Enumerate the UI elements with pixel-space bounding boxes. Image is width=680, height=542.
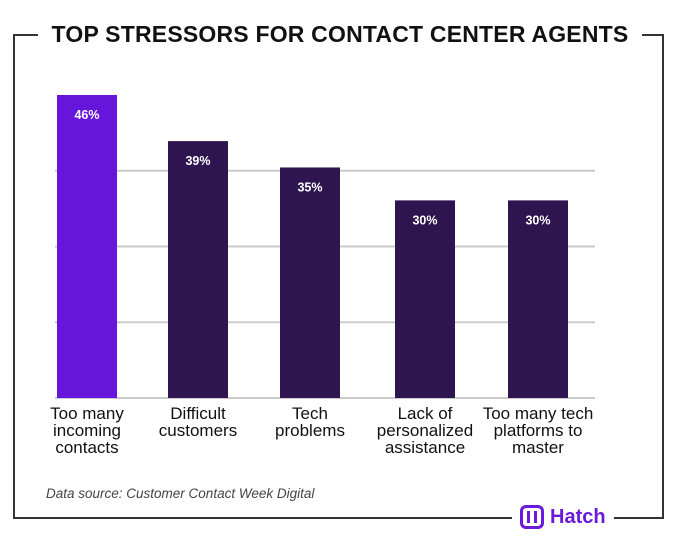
hatch-logo: Hatch [512, 505, 614, 529]
x-tick-label: Lack of personalized assistance [376, 404, 474, 457]
data-label: 39% [185, 154, 210, 168]
bar [168, 141, 228, 398]
bar [395, 200, 455, 398]
brand-name: Hatch [550, 505, 606, 528]
x-tick-label: Too many tech platforms to master [482, 404, 594, 457]
data-label: 46% [74, 108, 99, 122]
hatch-logo-icon [520, 505, 544, 529]
chart-title: TOP STRESSORS FOR CONTACT CENTER AGENTS [38, 18, 642, 50]
x-tick-label: Too many incoming contacts [50, 404, 124, 457]
x-tick-label: Difficult customers [158, 404, 238, 440]
data-label: 30% [525, 213, 550, 227]
data-label: 30% [412, 213, 437, 227]
data-source: Data source: Customer Contact Week Digit… [46, 486, 315, 501]
bar [57, 95, 117, 398]
x-tick-label: Tech problems [275, 404, 345, 440]
data-label: 35% [297, 180, 322, 194]
bar [508, 200, 568, 398]
bar [280, 167, 340, 398]
